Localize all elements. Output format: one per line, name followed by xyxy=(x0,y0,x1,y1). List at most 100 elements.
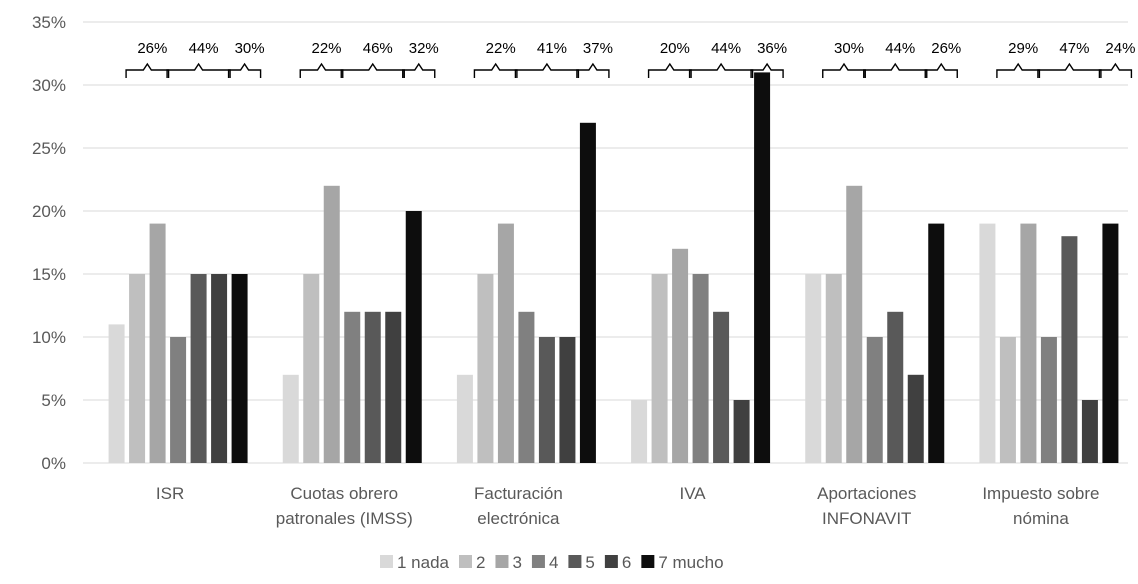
y-tick-label: 35% xyxy=(32,13,66,32)
bar xyxy=(170,337,187,463)
bar xyxy=(907,374,924,463)
group-percentage-label: 44% xyxy=(711,40,741,57)
bar xyxy=(108,324,125,463)
bracket xyxy=(924,62,958,78)
bracket xyxy=(750,62,784,78)
bar xyxy=(405,211,422,463)
bar xyxy=(713,311,730,463)
bar xyxy=(282,374,299,463)
bar xyxy=(231,274,248,463)
bracket xyxy=(514,62,580,78)
y-tick-label: 30% xyxy=(32,76,66,95)
group-percentage-label: 32% xyxy=(409,40,439,57)
group-annotations: 26% 44% 30% 22% 46% 32% 22% 41% 37% 20% 44% 36% 30% 4… xyxy=(125,40,1135,78)
bar xyxy=(190,274,207,463)
group-percentage-label: 26% xyxy=(931,40,961,57)
bar xyxy=(1102,223,1119,463)
legend-label: 1 nada xyxy=(397,553,450,572)
bracket xyxy=(402,62,436,78)
bar xyxy=(754,72,771,464)
bar xyxy=(1081,400,1098,463)
bar xyxy=(211,274,228,463)
group-percentage-label: 29% xyxy=(1008,40,1038,57)
y-axis-tick-labels: 0% 5% 10% 15% 20% 25% 30% 35% xyxy=(32,13,66,473)
bar xyxy=(456,374,473,463)
legend-label: 7 mucho xyxy=(658,553,723,572)
legend-swatch xyxy=(568,555,582,568)
x-axis-category-labels: ISR Cuotas obrero patronales (IMSS) Factura… xyxy=(156,484,1100,528)
x-tick-label: IVA xyxy=(680,484,707,503)
group-percentage-label: 30% xyxy=(834,40,864,57)
bracket xyxy=(166,62,231,78)
bracket xyxy=(688,62,754,78)
group-percentage-label: 36% xyxy=(757,40,787,57)
bracket xyxy=(227,62,262,78)
bracket xyxy=(647,62,692,78)
bar xyxy=(692,274,709,463)
bar xyxy=(825,274,842,463)
bar xyxy=(497,223,514,463)
group-percentage-label: 41% xyxy=(537,40,567,57)
bar xyxy=(631,400,648,463)
bar xyxy=(805,274,822,463)
legend-label: 2 xyxy=(476,553,485,572)
bar xyxy=(1020,223,1037,463)
group-percentage-label: 24% xyxy=(1105,40,1135,57)
legend-swatch xyxy=(459,555,472,568)
y-tick-label: 20% xyxy=(32,202,66,221)
legend: 1 nada 2 3 4 5 6 7 mucho xyxy=(380,553,724,572)
bar xyxy=(1061,236,1078,463)
bar xyxy=(364,311,381,463)
bar xyxy=(303,274,320,463)
bracket xyxy=(1037,62,1102,78)
group-percentage-label: 44% xyxy=(189,40,219,57)
y-tick-label: 5% xyxy=(41,391,66,410)
bracket xyxy=(125,62,170,78)
group-percentage-label: 44% xyxy=(885,40,915,57)
x-tick-label: Facturación xyxy=(474,484,563,503)
bracket xyxy=(473,62,518,78)
legend-swatch xyxy=(380,555,393,568)
group-percentage-label: 20% xyxy=(660,40,690,57)
group-percentage-label: 47% xyxy=(1059,40,1089,57)
bars xyxy=(108,72,1119,464)
bar xyxy=(672,248,689,463)
bar xyxy=(999,337,1016,463)
group-percentage-label: 30% xyxy=(235,40,265,57)
bar xyxy=(651,274,668,463)
bracket xyxy=(340,62,405,78)
group-percentage-label: 26% xyxy=(137,40,167,57)
group-percentage-label: 22% xyxy=(311,40,341,57)
bracket xyxy=(996,62,1041,78)
bar xyxy=(979,223,996,463)
bracket xyxy=(822,62,866,78)
y-tick-label: 15% xyxy=(32,265,66,284)
bar xyxy=(323,185,340,464)
x-tick-label: nómina xyxy=(1013,509,1069,528)
bar xyxy=(733,400,750,463)
bar xyxy=(579,122,596,464)
legend-label: 5 xyxy=(585,553,594,572)
legend-label: 4 xyxy=(549,553,558,572)
bracket xyxy=(1098,62,1133,78)
x-tick-label: Cuotas obrero xyxy=(290,484,398,503)
bar xyxy=(1040,337,1057,463)
group-percentage-label: 22% xyxy=(486,40,516,57)
x-tick-label: patronales (IMSS) xyxy=(276,509,413,528)
legend-swatch xyxy=(641,555,655,568)
bracket xyxy=(863,62,928,78)
x-tick-label: ISR xyxy=(156,484,184,503)
legend-label: 3 xyxy=(512,553,521,572)
bar xyxy=(846,185,863,464)
y-tick-label: 25% xyxy=(32,139,66,158)
bar xyxy=(149,223,166,463)
x-tick-label: electrónica xyxy=(477,509,560,528)
bar xyxy=(129,274,146,463)
x-tick-label: Aportaciones xyxy=(817,484,916,503)
x-tick-label: Impuesto sobre xyxy=(982,484,1099,503)
bar xyxy=(928,223,945,463)
bar xyxy=(385,311,402,463)
bar xyxy=(559,337,576,463)
bracket xyxy=(299,62,344,78)
